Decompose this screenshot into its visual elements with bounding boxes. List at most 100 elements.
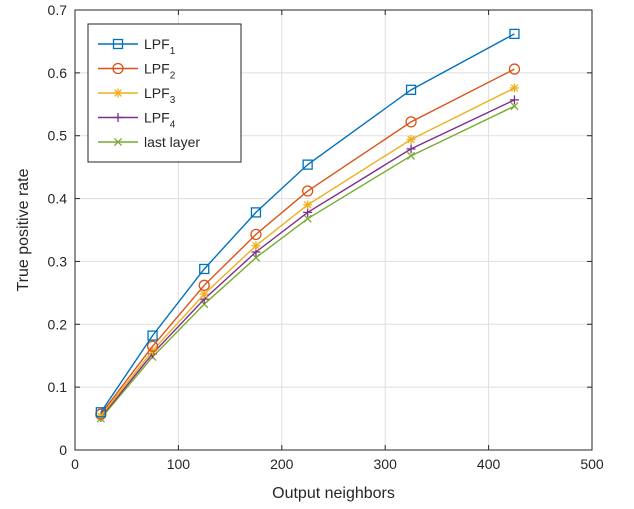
x-marker-b — [303, 214, 312, 223]
legend-marker — [113, 113, 123, 122]
asterisk-marker-b — [510, 84, 519, 92]
y-tick-label: 0.5 — [48, 128, 68, 144]
legend-label: LPF3 — [144, 85, 176, 106]
legend-label-text: LPF — [144, 85, 170, 101]
y-tick-label: 0.4 — [48, 191, 68, 207]
x-marker-b — [200, 300, 209, 309]
legend-label: LPF2 — [144, 61, 176, 82]
square-marker-shape — [199, 263, 210, 275]
legend-label: LPF1 — [144, 36, 176, 57]
data-point — [509, 83, 519, 93]
data-point — [147, 330, 158, 341]
data-point — [250, 228, 262, 241]
circle-marker-shape — [146, 340, 159, 352]
y-tick-label: 0.3 — [48, 253, 68, 269]
asterisk-marker-b — [407, 135, 415, 144]
data-point — [199, 289, 209, 299]
data-point — [95, 407, 106, 418]
x-marker-b — [113, 137, 123, 147]
square-marker-shape — [509, 28, 520, 40]
y-tick-label: 0 — [59, 442, 67, 458]
asterisk-marker-b — [252, 241, 260, 250]
series-line — [100, 68, 515, 415]
data-point — [302, 159, 313, 170]
y-tick-label: 0.6 — [48, 65, 68, 81]
series-line — [100, 33, 515, 413]
series-layer — [95, 28, 521, 423]
asterisk-marker-b — [200, 290, 209, 298]
x-axis-label: Output neighbors — [272, 485, 395, 502]
x-tick-label: 0 — [71, 456, 79, 472]
data-point — [250, 207, 262, 218]
legend-label-text: last layer — [144, 134, 200, 150]
axis-ticks: 0 100 200 300 400 500 0 0.1 0.2 0.3 0.4 0.5 0.6 0.7 — [48, 2, 604, 472]
legend-entry: LPF1 — [98, 36, 176, 57]
data-point — [198, 279, 210, 291]
data-point — [509, 95, 519, 105]
legend-label-text: LPF — [144, 36, 170, 52]
circle-marker-shape — [250, 228, 262, 241]
x-marker-b — [406, 151, 416, 160]
legend-entry: LPF3 — [98, 85, 176, 106]
x-tick-label: 300 — [374, 456, 398, 472]
legend-label-subscript: 1 — [170, 46, 176, 57]
y-tick-label: 0.2 — [48, 316, 68, 332]
data-point — [146, 340, 159, 352]
legend-label-text: LPF — [144, 61, 170, 77]
legend-marker — [112, 62, 124, 75]
legend-label: last layer — [144, 134, 200, 150]
square-marker-shape — [302, 159, 313, 170]
x-tick-label: 200 — [270, 456, 294, 472]
square-marker-shape — [95, 407, 106, 418]
circle-marker-shape — [405, 116, 417, 128]
series-1 — [95, 28, 520, 418]
legend-marker — [112, 38, 124, 50]
square-marker-shape — [147, 330, 158, 341]
x-tick-label: 500 — [580, 456, 604, 472]
x-marker-b — [251, 253, 261, 262]
x-tick-label: 100 — [167, 456, 191, 472]
circle-marker-shape — [301, 185, 314, 197]
data-point — [405, 116, 417, 128]
square-marker-shape — [250, 207, 262, 218]
legend-label-subscript: 2 — [170, 71, 176, 82]
data-point — [406, 134, 416, 144]
data-point — [405, 84, 417, 95]
legend-marker — [113, 137, 123, 147]
circle-marker-shape — [112, 62, 124, 75]
series-2 — [95, 63, 521, 420]
legend-entry: last layer — [98, 134, 200, 150]
data-point — [303, 214, 312, 223]
legend-label-text: LPF — [144, 110, 170, 126]
legend-label-subscript: 4 — [170, 120, 176, 131]
data-point — [199, 263, 210, 275]
y-tick-label: 0.7 — [48, 2, 68, 18]
asterisk-marker-b — [303, 201, 312, 209]
legend-entry: LPF4 — [98, 110, 176, 131]
legend-label: LPF4 — [144, 110, 176, 131]
data-point — [303, 200, 313, 210]
circle-marker-shape — [198, 279, 210, 291]
legend-marker — [113, 88, 123, 98]
data-point — [301, 185, 314, 197]
data-point — [509, 28, 520, 40]
y-axis-label: True positive rate — [15, 168, 32, 291]
x-marker-b — [510, 102, 519, 111]
data-point — [303, 207, 313, 217]
circle-marker-shape — [508, 63, 521, 75]
y-tick-label: 0.1 — [48, 379, 68, 395]
data-point — [251, 253, 261, 262]
data-point — [251, 241, 261, 251]
data-point — [508, 63, 521, 75]
data-point — [510, 102, 519, 111]
asterisk-marker-b — [114, 89, 122, 97]
square-marker-shape — [112, 38, 124, 50]
x-tick-label: 400 — [477, 456, 501, 472]
square-marker-shape — [405, 84, 417, 95]
data-point — [406, 151, 416, 160]
legend-entry: LPF2 — [98, 61, 176, 82]
data-point — [406, 144, 416, 154]
